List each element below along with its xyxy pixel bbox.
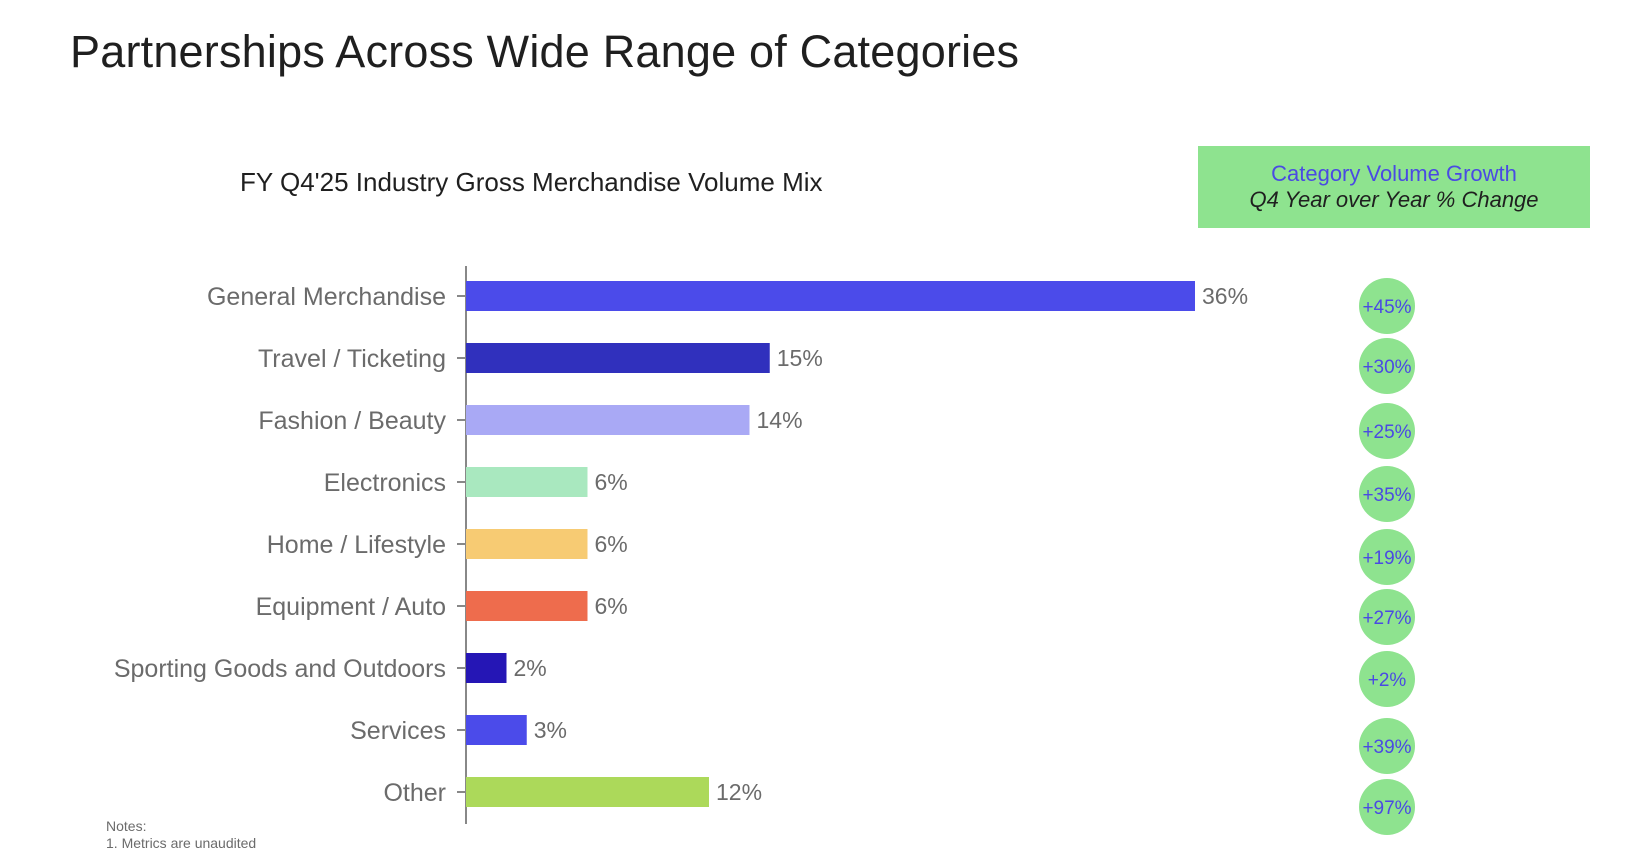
growth-header-title: Category Volume Growth	[1271, 161, 1517, 186]
growth-badge	[1359, 589, 1415, 645]
category-label: Travel / Ticketing	[258, 345, 446, 373]
growth-label: +35%	[1362, 485, 1411, 506]
value-label: 2%	[514, 655, 547, 681]
category-label: Services	[350, 717, 446, 745]
bar	[466, 653, 507, 683]
value-label: 3%	[534, 717, 567, 743]
bar	[466, 777, 709, 807]
value-label: 14%	[757, 407, 803, 433]
growth-badge	[1359, 403, 1415, 459]
value-label: 6%	[595, 531, 628, 557]
value-label: 6%	[595, 469, 628, 495]
growth-label: +30%	[1362, 357, 1411, 378]
growth-label: +45%	[1362, 297, 1411, 318]
growth-header-subtitle: Q4 Year over Year % Change	[1249, 187, 1539, 212]
bar	[466, 715, 527, 745]
growth-badge	[1359, 466, 1415, 522]
growth-badge	[1359, 718, 1415, 774]
slide-title: Partnerships Across Wide Range of Catego…	[70, 26, 1020, 77]
growth-label: +2%	[1368, 670, 1407, 691]
category-label: Electronics	[324, 469, 446, 497]
notes-line-1: 1. Metrics are unaudited	[106, 835, 257, 851]
bar	[466, 591, 588, 621]
category-label: Fashion / Beauty	[258, 407, 446, 435]
category-label: Other	[383, 779, 446, 807]
notes-heading: Notes:	[106, 818, 147, 834]
bar	[466, 467, 588, 497]
growth-label: +27%	[1362, 608, 1411, 629]
growth-badge	[1359, 651, 1415, 707]
growth-header-box: Category Volume Growth Q4 Year over Year…	[1198, 146, 1590, 228]
chart-title: FY Q4'25 Industry Gross Merchandise Volu…	[240, 167, 823, 197]
category-label: Equipment / Auto	[256, 593, 446, 621]
growth-badge	[1359, 278, 1415, 334]
bar	[466, 405, 750, 435]
growth-label: +97%	[1362, 798, 1411, 819]
category-label: General Merchandise	[207, 283, 446, 311]
value-label: 36%	[1202, 283, 1248, 309]
value-label: 12%	[716, 779, 762, 805]
value-label: 15%	[777, 345, 823, 371]
value-label: 6%	[595, 593, 628, 619]
growth-label: +19%	[1362, 548, 1411, 569]
growth-label: +25%	[1362, 422, 1411, 443]
category-label: Sporting Goods and Outdoors	[114, 655, 446, 683]
category-label: Home / Lifestyle	[267, 531, 446, 559]
growth-badge	[1359, 338, 1415, 394]
growth-badge	[1359, 779, 1415, 835]
bar	[466, 343, 770, 373]
growth-badge	[1359, 529, 1415, 585]
chart-rows: General Merchandise 36% +45% Travel / Ticke…	[114, 278, 1415, 835]
bar	[466, 529, 588, 559]
notes: Notes: 1. Metrics are unaudited	[106, 818, 256, 852]
bar	[466, 281, 1195, 311]
growth-label: +39%	[1362, 737, 1411, 758]
